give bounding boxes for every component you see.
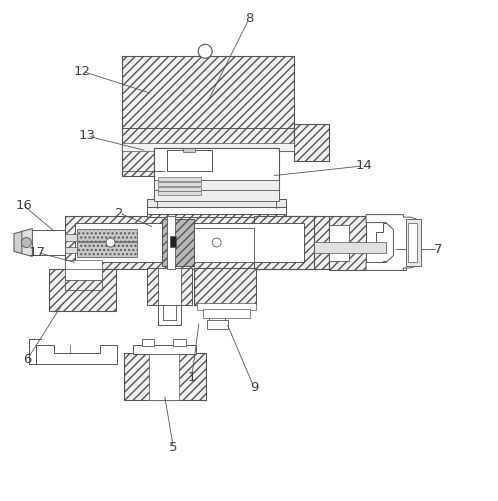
Bar (158, 191, 201, 195)
Bar (162, 219, 194, 267)
Bar (122, 146, 164, 176)
Bar (254, 215, 314, 270)
Circle shape (198, 44, 212, 58)
Bar (49, 269, 116, 311)
Bar (406, 219, 421, 267)
Bar (65, 233, 77, 240)
Text: 2: 2 (115, 206, 124, 219)
Bar (158, 182, 201, 186)
Bar (209, 303, 225, 323)
Bar (167, 215, 175, 270)
Bar (203, 309, 250, 318)
Circle shape (212, 238, 221, 247)
Polygon shape (36, 345, 117, 364)
Bar (147, 199, 286, 208)
Text: 7: 7 (434, 243, 443, 256)
Bar (329, 224, 349, 262)
Bar (154, 190, 279, 201)
Bar (65, 280, 102, 291)
Text: 12: 12 (74, 65, 91, 78)
Bar (158, 187, 201, 191)
Text: 5: 5 (169, 441, 178, 454)
Bar (75, 223, 304, 262)
Bar (173, 339, 186, 346)
Bar (147, 207, 286, 214)
Polygon shape (366, 222, 406, 271)
Bar (329, 215, 366, 271)
Polygon shape (14, 231, 22, 254)
Bar (142, 339, 154, 346)
Bar (167, 150, 212, 171)
Text: 8: 8 (245, 13, 253, 26)
Polygon shape (30, 229, 65, 256)
Bar (122, 143, 294, 151)
Bar (65, 246, 77, 254)
Bar (149, 354, 179, 400)
Bar (133, 345, 196, 354)
Bar (294, 124, 329, 161)
Text: 14: 14 (355, 159, 372, 172)
Bar (158, 177, 201, 181)
Bar (314, 242, 386, 253)
Text: 13: 13 (79, 129, 96, 142)
Text: 6: 6 (23, 353, 31, 366)
Text: 17: 17 (29, 246, 46, 259)
Bar (197, 303, 256, 310)
Text: 16: 16 (15, 199, 32, 212)
Bar (147, 268, 192, 305)
Bar (183, 148, 195, 152)
Bar (65, 261, 102, 270)
Bar (170, 235, 176, 246)
Bar (65, 215, 329, 270)
Bar (158, 268, 181, 305)
Bar (147, 209, 286, 216)
Circle shape (106, 238, 115, 247)
Bar (77, 228, 137, 241)
Bar (65, 268, 102, 281)
Bar (154, 180, 279, 191)
Bar (77, 242, 137, 257)
Text: 1: 1 (187, 371, 196, 384)
Text: 9: 9 (250, 381, 258, 394)
Polygon shape (21, 228, 32, 257)
Bar (154, 148, 279, 201)
Circle shape (21, 237, 31, 247)
Bar (124, 353, 206, 400)
Bar (408, 222, 417, 263)
Bar (122, 56, 294, 151)
Bar (194, 228, 254, 262)
Bar (194, 268, 256, 305)
Polygon shape (366, 214, 421, 271)
Bar (207, 320, 228, 329)
